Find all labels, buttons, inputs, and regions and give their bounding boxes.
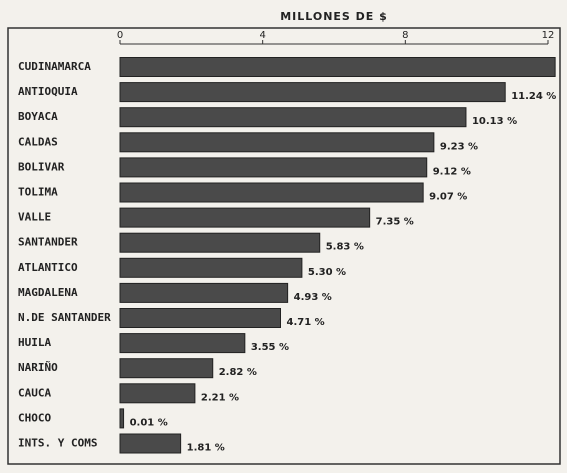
x-tick-label: 12 [542,30,555,41]
y-tick-label: ATLANTICO [18,261,78,274]
data-label: 3.55 % [251,342,289,353]
bar [119,333,246,354]
y-tick-label: CALDAS [18,135,58,148]
y-tick-label: NARIÑO [18,361,58,374]
y-tick-label: MAGDALENA [18,286,78,299]
data-label: 4.93 % [294,292,332,303]
bar [119,207,371,228]
y-tick-label: CHOCO [18,411,51,424]
data-label: 5.83 % [326,242,364,253]
data-label: 9.23 % [440,141,478,152]
bar [119,433,182,454]
bar [119,57,556,77]
data-label: 2.21 % [201,392,239,403]
x-tick-label: 4 [259,30,265,41]
bar [119,408,125,429]
data-label: 1.81 % [187,443,225,454]
bar [119,157,428,178]
bar [119,308,281,328]
data-label: 11.24 % [511,91,556,102]
y-tick-label: ANTIOQUIA [18,85,78,98]
data-label: 9.12 % [433,166,471,177]
bar [119,282,289,303]
bar [119,383,196,404]
data-label: 4.71 % [287,317,325,328]
axis-title: MILLONES DE $ [280,10,388,23]
y-tick-label: BOYACA [18,110,58,123]
y-tick-label: N.DE SANTANDER [18,311,111,324]
bar [119,132,435,153]
y-tick-label: VALLE [18,211,51,224]
y-tick-label: HUILA [18,336,51,349]
y-tick-label: CUDINAMARCA [18,60,91,73]
bar [119,182,424,203]
y-tick-label: TOLIMA [18,186,58,199]
bar [119,107,467,128]
data-label: 0.01 % [130,417,168,428]
bar [119,358,214,379]
data-label: 5.30 % [308,267,346,278]
data-label: 7.35 % [376,217,414,228]
data-label: 10.13 % [472,116,517,127]
x-tick-label: 8 [402,30,408,41]
bar [119,82,506,103]
data-label: 9.07 % [429,192,467,203]
data-label: 2.82 % [219,367,257,378]
y-tick-label: BOLIVAR [18,160,65,173]
x-tick-label: 0 [117,30,123,41]
frame [7,27,561,465]
bar [119,232,321,253]
bar [119,257,303,278]
y-tick-label: SANTANDER [18,236,78,249]
y-tick-label: CAUCA [18,386,51,399]
y-tick-label: INTS. Y COMS [18,437,97,450]
